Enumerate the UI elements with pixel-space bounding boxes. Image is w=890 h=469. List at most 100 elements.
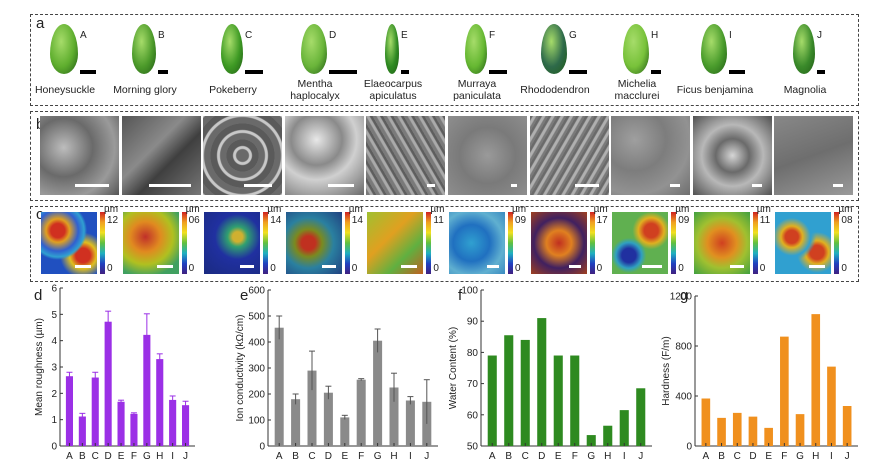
y-tick-label: 400 [248,338,265,349]
afm-min-label: 0 [188,263,195,274]
x-tick-label: A [276,451,283,462]
x-tick-label: G [374,451,382,462]
leaf-image [793,24,815,74]
scale-bar [817,70,825,74]
bar [520,339,530,446]
x-tick-label: I [830,451,833,462]
x-tick-label: H [390,451,397,462]
y-tick-label: 70 [467,379,479,390]
x-tick-label: C [308,451,315,462]
afm-min-label: 0 [596,263,603,274]
leaf-letter: C [245,30,253,41]
afm-unit-label: µm [675,204,690,215]
scale-bar [569,70,587,74]
panel-e-label: e [240,287,249,304]
afm-colorbar [263,212,269,274]
bar [504,335,514,446]
x-tick-label: H [156,451,163,462]
bar [795,414,805,446]
x-tick-label: A [489,451,496,462]
x-tick-label: H [812,451,819,462]
afm-max-label: 06 [188,215,200,226]
leaf-name: Morning glory [113,84,177,96]
leaf-letter: D [329,30,337,41]
y-tick-label: 0 [259,442,265,453]
y-tick-label: 800 [675,342,692,353]
leaf-letter: F [489,30,496,41]
sem-image [611,116,691,195]
y-tick-label: 6 [51,284,57,295]
bar [487,355,497,446]
y-tick-label: 3 [51,363,57,374]
y-axis-label: Mean roughness (µm) [34,318,45,416]
afm-scale-bar [240,265,255,268]
afm-scale-bar [321,265,336,268]
afm-min-label: 0 [107,263,113,274]
bar [732,412,742,446]
x-tick-label: D [538,451,545,462]
afm-scale-bar [487,265,499,268]
leaf-letter: I [729,30,732,41]
afm-max-label: 17 [596,215,608,226]
y-tick-label: 80 [467,348,479,359]
afm-max-label: 08 [841,215,853,226]
bar [307,370,317,446]
x-tick-label: D [325,451,332,462]
leaf-image [701,24,727,74]
bar [169,399,177,446]
x-tick-label: E [118,451,125,462]
sem-scale-bar [148,184,191,187]
sem-image [692,116,772,195]
sem-scale-bar [833,184,844,187]
x-tick-label: C [734,451,741,462]
bar [389,387,399,446]
x-tick-label: F [572,451,578,462]
afm-max-label: 14 [351,215,363,226]
panel-c-label: c [36,206,44,223]
bar [78,416,86,446]
leaf-name: Ficus benjamina [676,84,754,96]
afm-colorbar [671,212,677,274]
afm-scale-bar [75,265,91,268]
afm-colorbar [589,212,595,274]
bar [340,417,350,446]
afm-colorbar [834,212,840,274]
bar [586,435,596,446]
bar [764,427,773,446]
afm-map [693,212,750,274]
bar [291,399,301,446]
bar [182,405,190,446]
afm-max-label: 12 [107,215,119,226]
sem-scale-bar [427,184,436,187]
leaf-image [132,24,156,74]
leaf-letter: G [569,30,577,41]
leaf-name: Pokeberry [209,84,257,96]
y-tick-label: 300 [248,364,265,375]
y-axis-label: Hardness (F/m) [661,336,672,405]
y-axis-label: Ion conductivity (kΩ/cm) [235,315,246,422]
afm-map [204,212,261,274]
afm-map [367,212,424,274]
afm-min-label: 0 [270,263,276,274]
afm-min-label: 0 [351,263,358,274]
bar [811,314,821,446]
afm-min-label: 0 [678,263,684,274]
x-tick-label: H [604,451,611,462]
y-tick-label: 50 [467,442,479,453]
leaf-image [623,24,649,74]
x-tick-label: I [171,451,174,462]
afm-unit-label: µm [185,204,200,215]
afm-colorbar [426,212,432,274]
afm-max-label: 14 [270,215,282,226]
bar [748,416,758,446]
bar [373,340,383,446]
x-tick-label: I [409,451,412,462]
sem-scale-bar [75,184,109,187]
scale-bar [158,70,168,74]
x-tick-label: C [92,451,99,462]
afm-scale-bar [809,265,826,268]
x-tick-label: J [183,451,188,462]
afm-scale-bar [568,265,581,268]
panel-a-frame [30,14,859,106]
afm-max-label: 11 [433,215,444,226]
